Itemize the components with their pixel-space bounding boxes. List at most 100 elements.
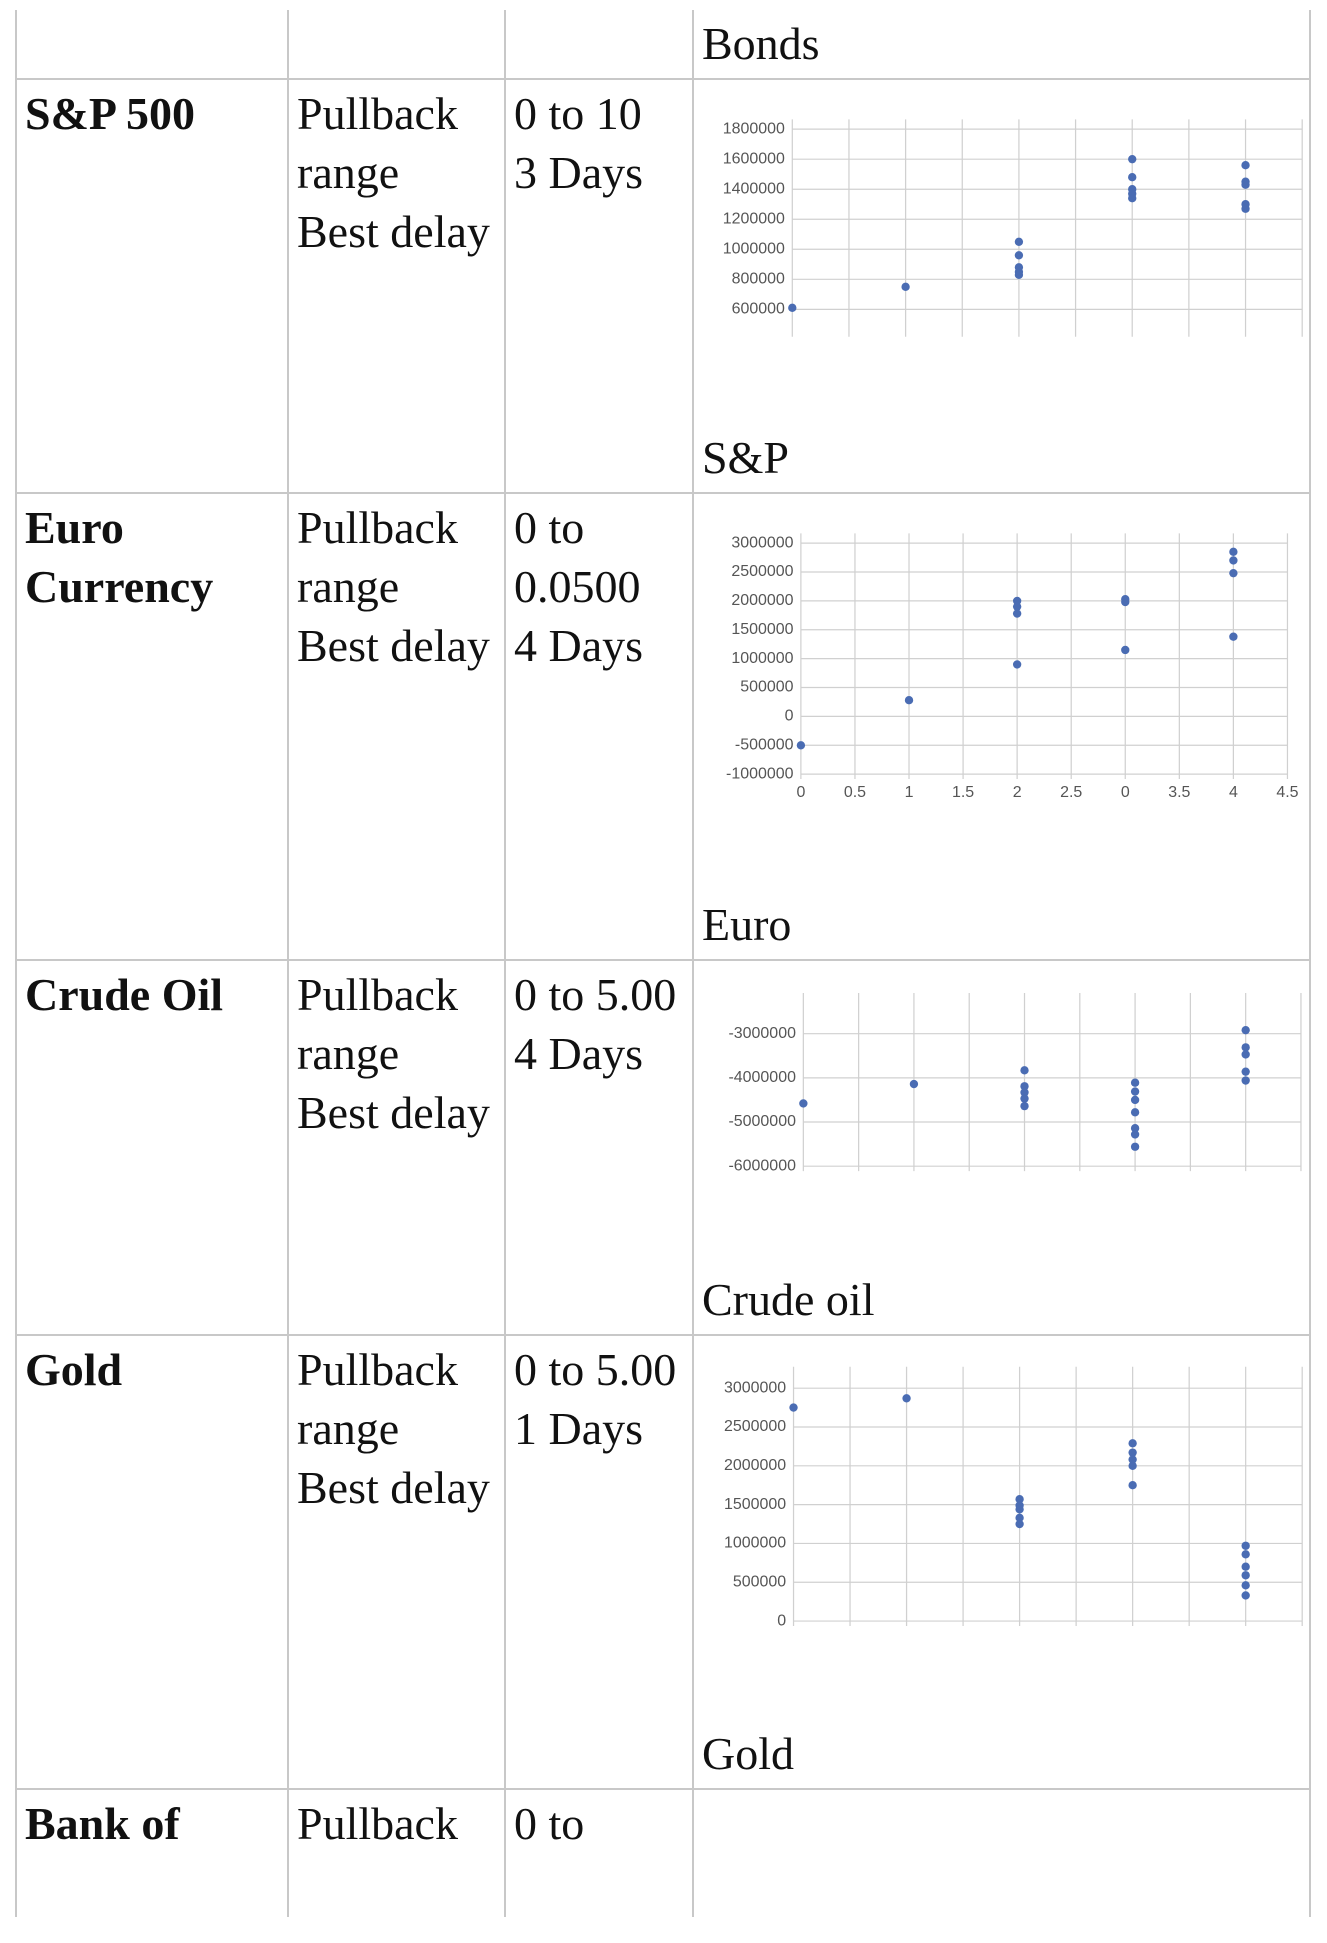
row-name: Crude Oil: [25, 969, 224, 1020]
description: Pullback range Best delay: [297, 1340, 500, 1517]
value-line: 4 Days: [514, 620, 644, 671]
scatter-point: [1128, 1461, 1137, 1470]
scatter-point: [1241, 1571, 1250, 1580]
chart-caption: Gold: [702, 1728, 794, 1779]
scatter-point: [1130, 1142, 1140, 1151]
scatter-point: [1130, 1078, 1140, 1087]
value-line: 0 to: [514, 1798, 585, 1849]
scatter-point: [1130, 1095, 1140, 1105]
y-tick-label: 1000000: [723, 241, 785, 258]
scatter-point: [1020, 1088, 1029, 1097]
x-tick-label: 3.5: [1168, 784, 1190, 801]
description-line: Pullback range: [297, 502, 458, 612]
y-tick-label: 0: [777, 1612, 786, 1629]
table-cell: 0 to 10 3 Days: [506, 80, 694, 494]
row-name: Gold: [25, 1344, 123, 1395]
table-cell: 0 to 5.00 4 Days: [506, 961, 694, 1336]
row-name: Bank of: [25, 1798, 180, 1849]
table-cell: Pullback range Best delay: [289, 1336, 506, 1790]
scatter-point: [1012, 596, 1022, 606]
scatter-chart: 600000 800000 1000000 1200000 1400000 1600000…: [723, 119, 1303, 337]
x-tick-label: 1.5: [952, 784, 974, 801]
y-tick-label: 800000: [732, 271, 785, 288]
table-cell: Pullback range Best delay: [289, 494, 506, 961]
scatter-point: [1121, 645, 1130, 655]
y-tick-label: -6000000: [728, 1157, 796, 1174]
scatter-point: [1241, 1025, 1250, 1035]
scatter-point: [1020, 1101, 1029, 1111]
value: 0 to 10 3 Days: [514, 84, 688, 202]
y-tick-label: 2000000: [731, 592, 793, 609]
value: 0 to: [514, 1794, 688, 1853]
x-tick-label: 4: [1229, 784, 1238, 801]
scatter-point: [1241, 1591, 1250, 1600]
y-tick-label: 0: [785, 708, 794, 725]
chart-caption: Euro: [702, 899, 792, 950]
scatter-point: [909, 1079, 919, 1089]
scatter-point: [1128, 173, 1137, 182]
y-tick-label: 1500000: [724, 1496, 786, 1513]
scatter-point: [1241, 1067, 1250, 1076]
y-tick-label: -4000000: [728, 1069, 796, 1086]
table-cell: Crude Oil: [15, 961, 289, 1336]
scatter-point: [1012, 660, 1022, 669]
x-tick-label: 2: [1013, 784, 1022, 801]
scatter-point: [1121, 597, 1130, 607]
table-cell: Bonds: [694, 10, 1311, 80]
y-tick-label: 1600000: [723, 150, 785, 167]
scatter-point: [1015, 1519, 1024, 1529]
y-tick-label: -1000000: [726, 765, 794, 782]
value: 0 to 5.00 4 Days: [514, 965, 688, 1083]
scatter-point: [1229, 556, 1238, 565]
table-cell: Pullback: [289, 1790, 506, 1917]
table-cell: Pullback range Best delay: [289, 961, 506, 1336]
scatter-point: [1229, 569, 1238, 578]
table-cell: 0 to 5.00 1 Days: [506, 1336, 694, 1790]
scatter-point: [1012, 609, 1022, 618]
scatter-point: [1020, 1066, 1029, 1075]
scatter-point: [1014, 270, 1024, 279]
scatter-point: [1130, 1108, 1140, 1117]
scatter-point: [1020, 1094, 1029, 1103]
scatter-point: [1128, 1439, 1137, 1448]
y-tick-label: 1200000: [723, 210, 785, 227]
row-name: Euro Currency: [25, 502, 214, 612]
x-tick-label: 2.5: [1060, 784, 1082, 801]
scatter-point: [1241, 161, 1250, 170]
scatter-point: [1130, 1087, 1140, 1096]
x-tick-label: 1: [905, 784, 914, 801]
scatter-point: [1241, 1581, 1250, 1590]
description-line: Pullback: [297, 1798, 458, 1849]
scatter-point: [1020, 1082, 1029, 1091]
description-line: Pullback range: [297, 969, 458, 1079]
scatter-point: [1241, 1043, 1250, 1052]
scatter-point: [1128, 1481, 1137, 1490]
scatter-point: [1241, 1076, 1250, 1085]
scatter-point: [1128, 1448, 1137, 1457]
y-tick-label: 2500000: [724, 1418, 786, 1435]
scatter-point: [796, 741, 806, 750]
value-line: 0 to 5.00: [514, 969, 677, 1020]
y-tick-label: 600000: [732, 301, 785, 318]
scatter-point: [1015, 1495, 1024, 1504]
description-line: Best delay: [297, 1087, 490, 1138]
x-tick-label: 0.5: [844, 784, 866, 801]
table-cell: 0 to: [506, 1790, 694, 1917]
x-tick-label: 0: [796, 784, 805, 801]
table-cell: Pullback range Best delay: [289, 80, 506, 494]
value: 0 to 0.0500 4 Days: [514, 498, 688, 675]
scatter-point: [1015, 1513, 1024, 1522]
table-cell: -1000000 -500000 0 500000 1000000 1500000 2000…: [694, 494, 1311, 961]
scatter-chart: -1000000-5000000500000100000015000002000…: [726, 533, 1299, 801]
table-cell: -6000000 -5000000 -4000000 -3000000 Crude oi…: [694, 961, 1311, 1336]
x-tick-label: 4.5: [1276, 784, 1298, 801]
value-line: 3 Days: [514, 147, 644, 198]
description: Pullback: [297, 1794, 500, 1853]
description-line: Best delay: [297, 1462, 490, 1513]
value-line: 0 to 5.00: [514, 1344, 677, 1395]
y-tick-label: 3000000: [724, 1379, 786, 1396]
description-line: Best delay: [297, 206, 490, 257]
table-cell: [15, 10, 289, 80]
scatter-point: [1128, 1455, 1137, 1464]
